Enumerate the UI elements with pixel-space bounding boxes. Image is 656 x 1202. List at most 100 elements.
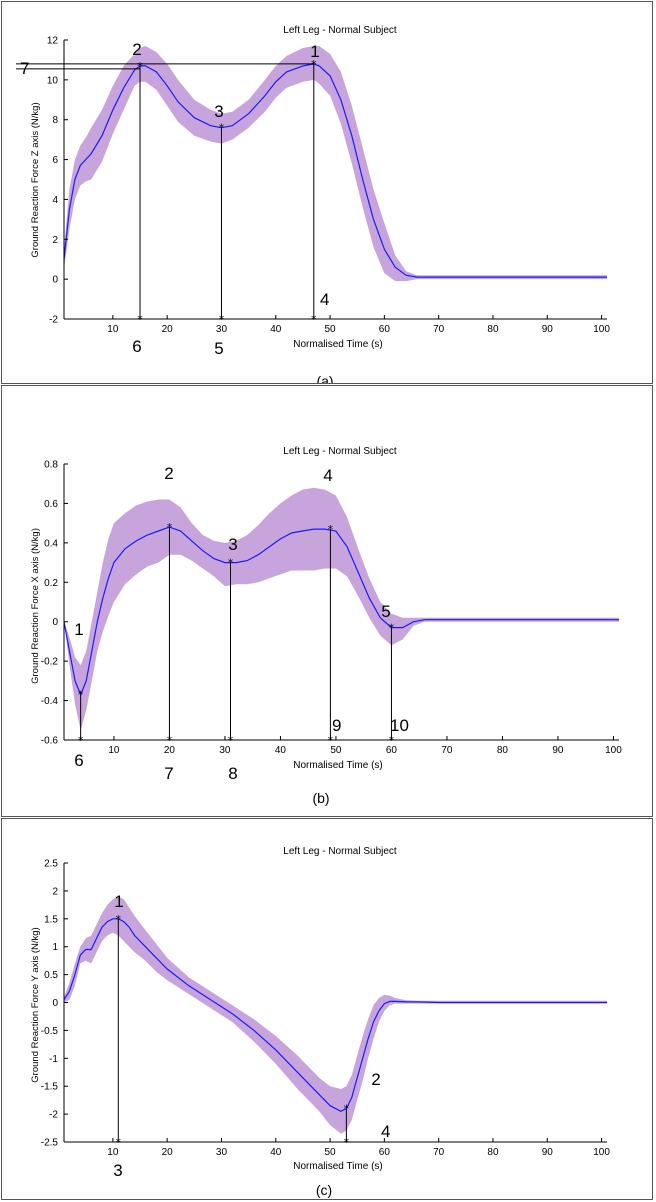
- y-tick-label: 0.4: [44, 538, 58, 549]
- point-marker: *: [311, 58, 317, 71]
- point-annotation: 4: [320, 290, 329, 309]
- point-marker: *: [167, 521, 173, 534]
- x-tick-label: 90: [542, 1147, 554, 1158]
- point-marker: *: [344, 1103, 350, 1116]
- x-tick-label: 50: [330, 745, 342, 756]
- x-tick-label: 40: [270, 1147, 282, 1158]
- chart-title: Left Leg - Normal Subject: [283, 446, 397, 457]
- chart-panel-a: Left Leg - Normal Subject Ground Reactio…: [1, 1, 653, 384]
- point-annotation: 4: [381, 1122, 390, 1141]
- point-marker: *: [228, 734, 234, 747]
- std-band: [64, 487, 619, 731]
- panel-caption: (b): [312, 790, 329, 806]
- y-tick-label: 2.5: [44, 859, 58, 870]
- x-tick-label: 30: [216, 1147, 228, 1158]
- x-tick-label: 20: [162, 324, 174, 335]
- point-annotation: 6: [132, 337, 141, 356]
- x-tick-label: 80: [497, 745, 509, 756]
- point-marker: *: [228, 557, 234, 570]
- point-annotation: 2: [132, 40, 141, 59]
- x-tick-label: 50: [325, 324, 337, 335]
- panel-caption: (a): [316, 373, 333, 383]
- point-annotation: 6: [74, 751, 83, 770]
- chart-title: Left Leg - Normal Subject: [283, 846, 397, 857]
- chart-svg-a: Left Leg - Normal Subject Ground Reactio…: [16, 25, 610, 383]
- point-marker: *: [328, 734, 334, 747]
- x-tick-label: 90: [542, 324, 554, 335]
- x-tick-label: 30: [216, 324, 228, 335]
- mean-line: [63, 918, 607, 1112]
- point-annotation: 3: [113, 1161, 122, 1180]
- y-tick-label: 4: [52, 195, 58, 206]
- y-axis-label: Ground Reaction Force X axis (N/kg): [30, 528, 41, 684]
- x-tick-label: 20: [164, 745, 176, 756]
- point-annotation: 10: [390, 716, 409, 735]
- x-tick-label: 70: [433, 1147, 445, 1158]
- y-tick-label: 8: [52, 115, 58, 126]
- x-tick-label: 90: [552, 745, 564, 756]
- x-tick-label: 40: [275, 745, 287, 756]
- point-annotation: 9: [332, 716, 341, 735]
- y-tick-label: 0.2: [44, 578, 58, 589]
- point-marker: *: [78, 734, 84, 747]
- y-tick-label: 0: [52, 998, 58, 1009]
- point-marker: *: [219, 313, 225, 326]
- x-tick-label: 70: [441, 745, 453, 756]
- y-tick-label: 0.8: [44, 460, 58, 471]
- point-marker: *: [311, 313, 317, 326]
- point-marker: *: [328, 523, 334, 536]
- x-tick-label: 60: [379, 1147, 391, 1158]
- point-marker: *: [137, 60, 143, 73]
- panel-caption: (c): [316, 1182, 332, 1198]
- point-marker: *: [137, 313, 143, 326]
- chart-svg-c: Left Leg - Normal Subject Ground Reactio…: [30, 846, 610, 1198]
- mean-line: [63, 63, 607, 278]
- y-tick-label: 6: [52, 155, 58, 166]
- point-annotation: 1: [74, 620, 83, 639]
- chart-svg-b: Left Leg - Normal Subject Ground Reactio…: [30, 446, 622, 806]
- point-annotation: 1: [310, 42, 319, 61]
- point-annotation: 8: [228, 764, 237, 783]
- point-annotation: 2: [164, 464, 173, 483]
- y-tick-label: 1: [52, 942, 58, 953]
- x-tick-label: 40: [270, 324, 282, 335]
- point-marker: *: [116, 913, 122, 926]
- y-tick-label: 12: [47, 36, 59, 47]
- point-marker: *: [389, 734, 395, 747]
- y-tick-label: -1: [49, 1054, 58, 1065]
- point-marker: *: [78, 689, 84, 702]
- x-tick-label: 50: [325, 1147, 337, 1158]
- x-tick-label: 100: [593, 1147, 610, 1158]
- x-tick-label: 20: [162, 1147, 174, 1158]
- point-marker: *: [219, 122, 225, 135]
- y-tick-label: -0.4: [41, 696, 59, 707]
- y-tick-label: -0.2: [41, 657, 59, 668]
- x-tick-label: 10: [107, 1147, 119, 1158]
- std-band: [64, 46, 607, 282]
- x-tick-label: 70: [433, 324, 445, 335]
- point-annotation: 5: [381, 602, 390, 621]
- x-tick-label: 60: [379, 324, 391, 335]
- x-tick-label: 60: [386, 745, 398, 756]
- y-tick-label: 10: [47, 75, 59, 86]
- x-tick-label: 80: [487, 1147, 499, 1158]
- x-axis-label: Normalised Time (s): [293, 1161, 382, 1172]
- std-band: [64, 896, 607, 1134]
- point-annotation: 7: [20, 59, 29, 78]
- y-tick-label: 2: [52, 235, 58, 246]
- y-tick-label: 0: [52, 275, 58, 286]
- point-marker: *: [389, 622, 395, 635]
- chart-panel-b: Left Leg - Normal Subject Ground Reactio…: [1, 385, 653, 817]
- point-annotation: 3: [228, 535, 237, 554]
- x-axis-label: Normalised Time (s): [293, 339, 382, 350]
- x-tick-label: 100: [593, 324, 610, 335]
- point-marker: *: [344, 1136, 350, 1149]
- x-tick-label: 100: [605, 745, 622, 756]
- mean-line: [63, 526, 619, 697]
- x-tick-label: 80: [487, 324, 499, 335]
- point-marker: *: [116, 1136, 122, 1149]
- y-axis-label: Ground Reaction Force Z axis (N/kg): [30, 102, 41, 257]
- chart-title: Left Leg - Normal Subject: [283, 25, 397, 36]
- y-tick-label: -2: [49, 315, 58, 326]
- y-tick-label: -2.5: [41, 1138, 59, 1149]
